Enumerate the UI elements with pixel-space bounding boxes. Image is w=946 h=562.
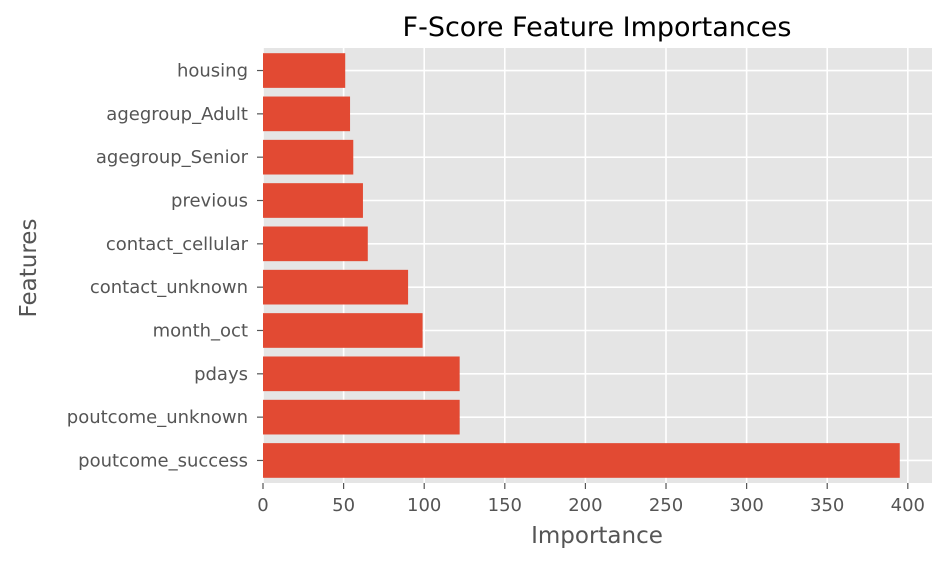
bar-previous bbox=[263, 183, 363, 218]
y-tick-label: pdays bbox=[194, 364, 248, 385]
y-tick-label: poutcome_unknown bbox=[67, 407, 248, 428]
bar-poutcome-unknown bbox=[263, 399, 460, 435]
y-tick-label: contact_cellular bbox=[106, 234, 249, 255]
x-tick-label: 400 bbox=[891, 495, 925, 516]
x-tick-label: 0 bbox=[257, 495, 268, 516]
bar-agegroup-senior bbox=[263, 139, 354, 175]
bars bbox=[263, 53, 900, 478]
x-tick-label: 250 bbox=[649, 495, 683, 516]
x-tick-label: 50 bbox=[332, 495, 355, 516]
y-tick-label: contact_unknown bbox=[90, 277, 248, 298]
y-tick-label: month_oct bbox=[153, 320, 248, 341]
y-tick-label: housing bbox=[177, 61, 248, 82]
x-tick-label: 200 bbox=[568, 495, 602, 516]
y-axis-label: Features bbox=[16, 219, 42, 318]
y-tick-label: previous bbox=[171, 191, 248, 212]
y-tick-label: agegroup_Adult bbox=[106, 104, 248, 125]
bar-poutcome-success bbox=[263, 443, 900, 478]
y-tick-labels: poutcome_success poutcome_unknown pdays mon… bbox=[67, 61, 263, 471]
bar-contact-cellular bbox=[263, 226, 368, 262]
x-axis-label: Importance bbox=[531, 523, 663, 549]
bar-pdays bbox=[263, 356, 460, 392]
x-tick-label: 100 bbox=[407, 495, 441, 516]
bar-contact-unknown bbox=[263, 269, 409, 305]
x-tick-label: 150 bbox=[488, 495, 522, 516]
bar-housing bbox=[263, 53, 346, 88]
x-tick-label: 300 bbox=[729, 495, 763, 516]
chart-title: F-Score Feature Importances bbox=[403, 12, 792, 43]
bar-month-oct bbox=[263, 313, 423, 348]
x-tick-label: 350 bbox=[810, 495, 844, 516]
y-tick-label: agegroup_Senior bbox=[96, 147, 249, 168]
bar-agegroup-adult bbox=[263, 96, 351, 132]
y-tick-label: poutcome_success bbox=[78, 450, 248, 471]
x-tick-labels: 0 50 100 150 200 250 300 350 400 bbox=[257, 483, 925, 516]
